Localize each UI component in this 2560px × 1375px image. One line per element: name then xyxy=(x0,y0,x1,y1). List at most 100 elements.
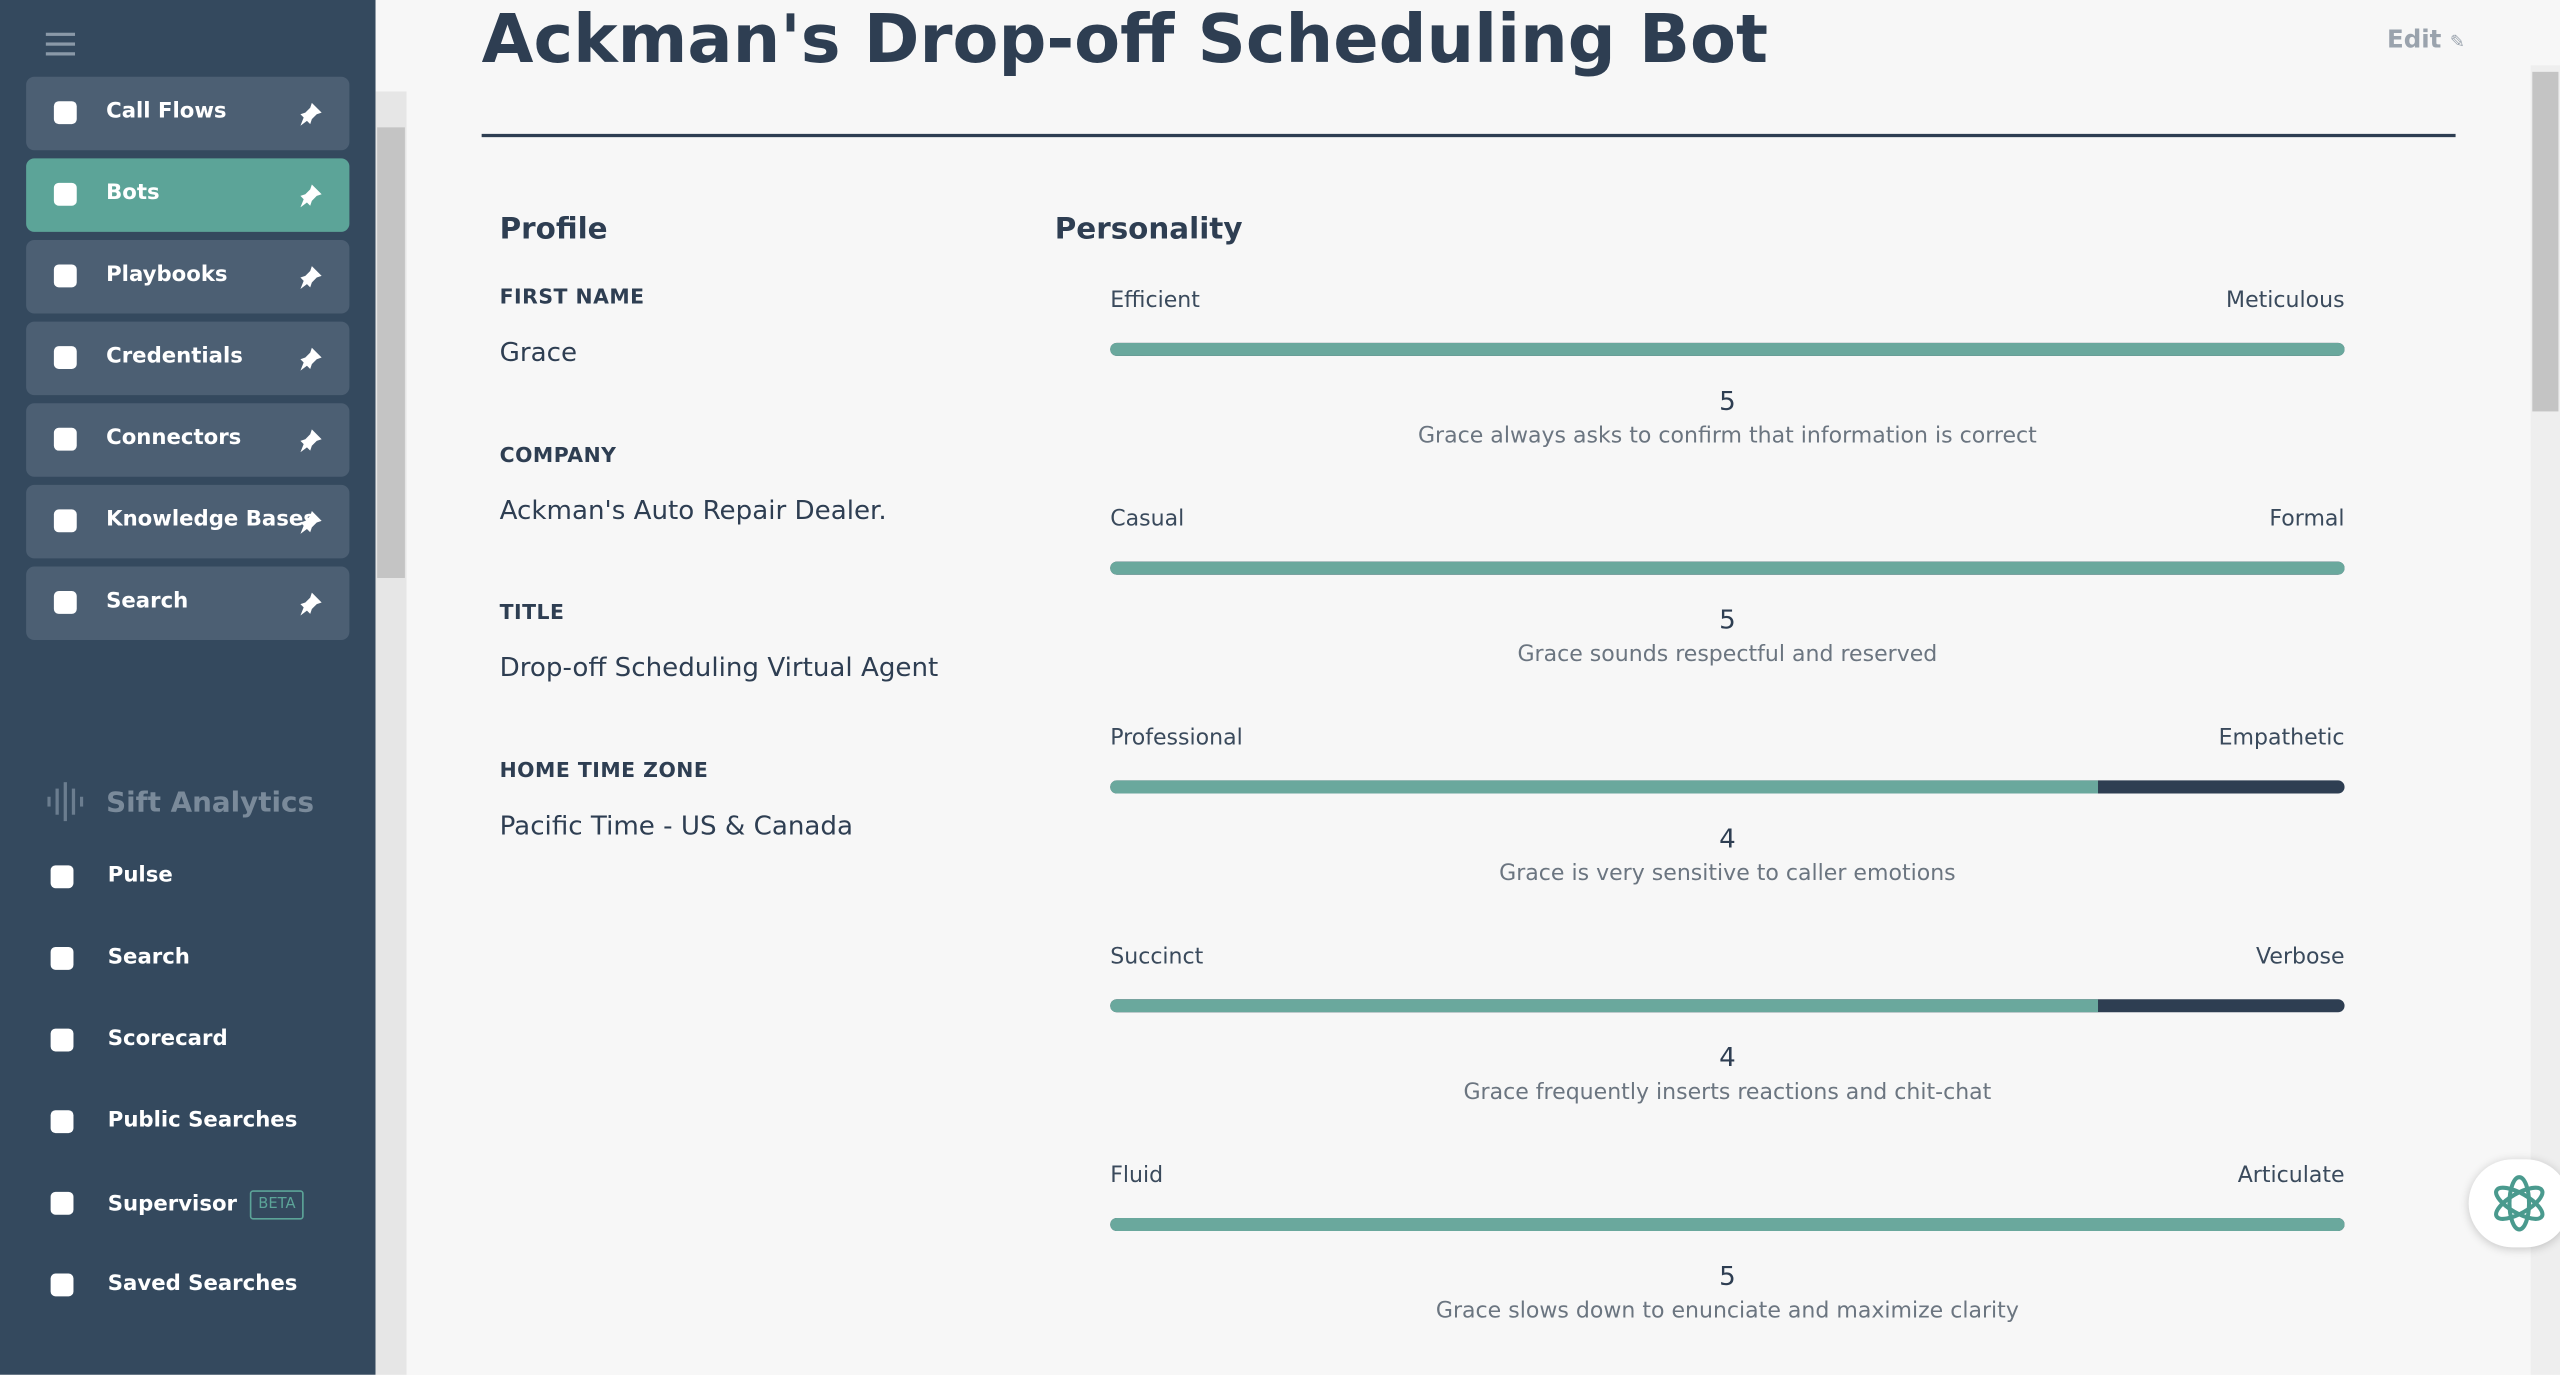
slider-fill xyxy=(1110,342,2345,356)
icon xyxy=(46,1187,79,1226)
chat-button[interactable] xyxy=(2468,1159,2560,1248)
nav-item[interactable]: Search xyxy=(46,934,356,983)
nav-button[interactable]: Bots xyxy=(26,158,350,232)
section-heading: Profile xyxy=(499,212,608,247)
icon xyxy=(46,942,79,981)
sidebar: Sift Analytics Call Flows Bots Playbooks Cr… xyxy=(0,0,376,1375)
icon xyxy=(49,505,82,538)
nav-item[interactable]: Scorecard xyxy=(46,1016,356,1065)
icon xyxy=(46,860,79,899)
pin-icon[interactable] xyxy=(299,509,323,534)
trait-right-label: Meticulous xyxy=(2226,287,2345,314)
trait-description: Grace is very sensitive to caller emotio… xyxy=(1499,860,1956,887)
nav-item[interactable]: Pulse xyxy=(46,852,356,901)
nav-label: Knowledge Bases xyxy=(106,507,316,533)
nav-label: Bots xyxy=(106,181,160,206)
analytics-logo xyxy=(47,782,84,822)
slider-track xyxy=(1110,1217,2345,1232)
field-value: Grace xyxy=(499,336,578,368)
nav-button[interactable]: Call Flows xyxy=(26,76,350,151)
nav-label: Connectors xyxy=(106,426,242,451)
badge: BETA xyxy=(250,1190,304,1220)
slider-track xyxy=(1110,999,2345,1013)
scroll-thumb[interactable] xyxy=(2532,71,2559,412)
trait-right-label: Articulate xyxy=(2237,1162,2345,1189)
icon xyxy=(46,1024,79,1063)
slider-track xyxy=(1110,561,2345,575)
trait-left-label: Casual xyxy=(1110,506,1185,533)
nav-label: Credentials xyxy=(106,344,243,369)
field-label: TITLE xyxy=(499,599,565,624)
slider-fill xyxy=(1110,561,2345,575)
field-label: COMPANY xyxy=(499,441,617,467)
pin-icon[interactable] xyxy=(299,591,323,616)
section-heading: Personality xyxy=(1054,212,1243,247)
nav-button[interactable]: Connectors xyxy=(26,403,350,477)
icon xyxy=(49,96,82,129)
nav-label: Search xyxy=(107,945,190,970)
pin-icon[interactable] xyxy=(299,428,323,453)
trait-description: Grace sounds respectful and reserved xyxy=(1517,641,1938,668)
pin-icon[interactable] xyxy=(299,183,323,208)
nav-label: Saved Searches xyxy=(107,1271,298,1297)
chat-icon xyxy=(2494,1175,2545,1232)
edit-button[interactable]: Edit ✎ xyxy=(2387,24,2465,54)
icon xyxy=(46,1105,79,1144)
trait-value: 4 xyxy=(1719,1041,1736,1073)
nav-item[interactable]: Public Searches xyxy=(46,1097,356,1146)
field-value: Drop-off Scheduling Virtual Agent xyxy=(499,651,939,683)
trait-left-label: Succinct xyxy=(1110,943,1204,970)
page-title: Ackman's Drop-off Scheduling Bot xyxy=(481,0,1768,79)
slider-fill xyxy=(1110,999,2098,1013)
slider-fill xyxy=(1110,780,2098,794)
nav-label: Search xyxy=(106,589,189,614)
nav-button[interactable]: Knowledge Bases xyxy=(26,484,350,559)
field-value: Pacific Time - US & Canada xyxy=(499,809,853,841)
icon xyxy=(49,260,82,293)
icon xyxy=(49,586,82,619)
icon xyxy=(49,178,82,211)
pin-icon[interactable] xyxy=(299,264,323,289)
icon xyxy=(49,423,82,456)
nav-button[interactable]: Playbooks xyxy=(26,240,350,314)
pin-icon[interactable] xyxy=(299,101,323,126)
nav-item[interactable]: Saved Searches xyxy=(46,1260,356,1309)
field-label: HOME TIME ZONE xyxy=(499,756,709,782)
slider-fill xyxy=(1110,1217,2345,1232)
nav-label: Pulse xyxy=(107,863,173,889)
trait-left-label: Professional xyxy=(1110,724,1243,752)
slider-track xyxy=(1110,342,2345,356)
trait-description: Grace always asks to confirm that inform… xyxy=(1417,422,2037,449)
nav-label: Scorecard xyxy=(107,1026,228,1052)
nav-button[interactable]: Search xyxy=(26,566,350,641)
trait-right-label: Verbose xyxy=(2256,943,2345,970)
nav-label: Playbooks xyxy=(106,262,228,288)
nav-item[interactable]: Supervisor BETA xyxy=(46,1179,356,1228)
icon xyxy=(46,1269,79,1308)
scrollbar xyxy=(2530,65,2560,1375)
slider-track xyxy=(1110,780,2345,794)
icon xyxy=(49,341,82,374)
trait-description: Grace slows down to enunciate and maximi… xyxy=(1435,1297,2019,1325)
edit-label: Edit xyxy=(2387,24,2442,54)
field-label: FIRST NAME xyxy=(499,284,645,309)
trait-right-label: Empathetic xyxy=(2218,724,2345,752)
divider xyxy=(481,133,2456,138)
trait-description: Grace frequently inserts reactions and c… xyxy=(1463,1079,1992,1106)
nav-button[interactable]: Credentials xyxy=(26,321,350,396)
trait-value: 5 xyxy=(1719,604,1736,636)
scroll-thumb[interactable] xyxy=(377,127,405,578)
field-value: Ackman's Auto Repair Dealer. xyxy=(499,493,887,525)
nav-label: Call Flows xyxy=(106,99,227,125)
trait-value: 4 xyxy=(1719,822,1736,854)
nav-label: Public Searches xyxy=(107,1108,298,1134)
section-title: Sift Analytics xyxy=(106,786,314,820)
trait-left-label: Fluid xyxy=(1110,1162,1164,1189)
trait-right-label: Formal xyxy=(2269,506,2345,533)
pin-icon[interactable] xyxy=(299,346,323,371)
trait-value: 5 xyxy=(1719,385,1736,417)
menu-button[interactable] xyxy=(45,32,76,56)
nav-label: Supervisor BETA xyxy=(108,1190,304,1220)
